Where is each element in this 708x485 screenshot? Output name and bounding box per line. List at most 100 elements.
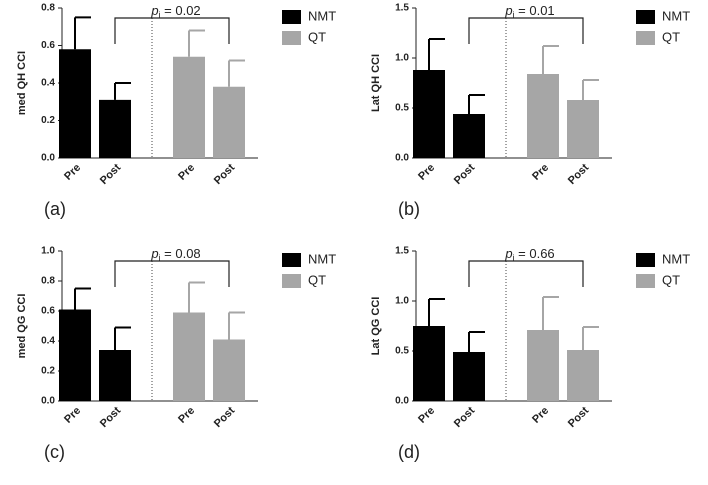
y-axis-label: Lat QH CCI: [370, 54, 382, 112]
bar: [413, 326, 445, 401]
legend-label: NMT: [662, 8, 690, 23]
y-tick-label: 0.0: [41, 396, 55, 407]
panel: 0.0 0.5 1.0 1.5 Lat QG CCI Pre Post Pre Post NMT Q…: [370, 246, 690, 462]
legend-label: NMT: [308, 8, 336, 23]
bar: [527, 74, 559, 158]
panel: 0.0 0.5 1.0 1.5 Lat QH CCI Pre Post Pre Post NMT Q…: [370, 3, 690, 219]
legend-swatch: [636, 10, 655, 24]
x-tick-label: Pre: [176, 405, 197, 426]
annotation: pi = 0.02: [150, 3, 200, 20]
annotation: pi = 0.66: [504, 246, 554, 263]
x-tick-label: Pre: [416, 162, 437, 183]
x-tick-label: Post: [452, 161, 478, 187]
y-tick-label: 0.5: [395, 103, 409, 114]
y-axis-label: med QH CCI: [16, 51, 28, 115]
y-tick-label: 1.5: [395, 246, 409, 257]
x-tick-label: Pre: [530, 405, 551, 426]
y-tick-label: 0.5: [395, 346, 409, 357]
annotation-symbol: p: [504, 246, 512, 261]
y-tick-label: 0.2: [41, 366, 55, 377]
y-tick-label: 0.0: [395, 153, 409, 164]
y-tick-label: 1.0: [395, 296, 409, 307]
panel-label: (b): [398, 199, 420, 219]
y-tick-label: 0.4: [41, 78, 55, 89]
annotation-symbol: p: [150, 3, 158, 18]
annotation-text: = 0.08: [161, 246, 201, 261]
legend-label: QT: [662, 272, 680, 287]
annotation-text: = 0.66: [515, 246, 555, 261]
legend-label: QT: [308, 29, 326, 44]
y-tick-label: 0.0: [41, 153, 55, 164]
x-tick-label: Pre: [530, 162, 551, 183]
x-tick-label: Post: [566, 161, 592, 187]
legend-swatch: [636, 31, 655, 45]
bar: [567, 350, 599, 401]
legend-label: QT: [662, 29, 680, 44]
significance-bracket: [114, 260, 230, 287]
legend-swatch: [282, 274, 301, 288]
y-tick-label: 1.0: [395, 53, 409, 64]
bar: [213, 339, 245, 401]
annotation-subscript: i: [159, 253, 161, 263]
significance-bracket: [468, 260, 584, 287]
bar: [213, 86, 245, 158]
significance-bracket: [114, 17, 230, 44]
bar: [413, 70, 445, 158]
bar: [173, 56, 205, 158]
legend-swatch: [282, 10, 301, 24]
y-tick-label: 0.8: [41, 3, 55, 14]
y-tick-label: 0.6: [41, 40, 55, 51]
legend-swatch: [282, 31, 301, 45]
annotation: pi = 0.01: [504, 3, 554, 20]
y-axis-label: med QG CCI: [16, 294, 28, 359]
panel: 0.0 0.2 0.4 0.6 0.8 med QH CCI Pre Post Pre Post N…: [16, 3, 336, 219]
annotation-symbol: p: [150, 246, 158, 261]
x-tick-label: Post: [98, 161, 124, 187]
y-axis-label: Lat QG CCI: [370, 297, 382, 356]
legend-swatch: [282, 253, 301, 267]
bar: [99, 99, 131, 158]
bar: [59, 49, 91, 158]
panel-label: (d): [398, 442, 420, 462]
y-tick-label: 1.0: [41, 246, 55, 257]
bar: [173, 312, 205, 401]
bar: [567, 100, 599, 158]
legend-swatch: [636, 253, 655, 267]
panel-label: (c): [44, 442, 65, 462]
legend-swatch: [636, 274, 655, 288]
annotation-text: = 0.01: [515, 3, 555, 18]
x-tick-label: Post: [98, 404, 124, 430]
x-tick-label: Pre: [176, 162, 197, 183]
x-tick-label: Post: [212, 404, 238, 430]
bar: [99, 350, 131, 401]
annotation-symbol: p: [504, 3, 512, 18]
legend-label: NMT: [308, 251, 336, 266]
significance-bracket: [468, 17, 584, 44]
x-tick-label: Pre: [62, 405, 83, 426]
annotation-subscript: i: [513, 10, 515, 20]
bar: [527, 330, 559, 401]
legend-label: NMT: [662, 251, 690, 266]
annotation-text: = 0.02: [161, 3, 201, 18]
panel: 0.0 0.2 0.4 0.6 0.8 1.0 med QG CCI Pre Post Pre Po…: [16, 246, 336, 462]
y-tick-label: 0.4: [41, 336, 55, 347]
x-tick-label: Pre: [416, 405, 437, 426]
annotation-subscript: i: [513, 253, 515, 263]
y-tick-label: 0.2: [41, 115, 55, 126]
bar: [59, 309, 91, 401]
annotation: pi = 0.08: [150, 246, 200, 263]
legend-label: QT: [308, 272, 326, 287]
x-tick-label: Post: [452, 404, 478, 430]
y-tick-label: 1.5: [395, 3, 409, 14]
x-tick-label: Post: [212, 161, 238, 187]
x-tick-label: Post: [566, 404, 592, 430]
panel-label: (a): [44, 199, 66, 219]
y-tick-label: 0.6: [41, 306, 55, 317]
y-tick-label: 0.0: [395, 396, 409, 407]
bar: [453, 352, 485, 401]
y-tick-label: 0.8: [41, 276, 55, 287]
x-tick-label: Pre: [62, 162, 83, 183]
bar: [453, 114, 485, 158]
annotation-subscript: i: [159, 10, 161, 20]
